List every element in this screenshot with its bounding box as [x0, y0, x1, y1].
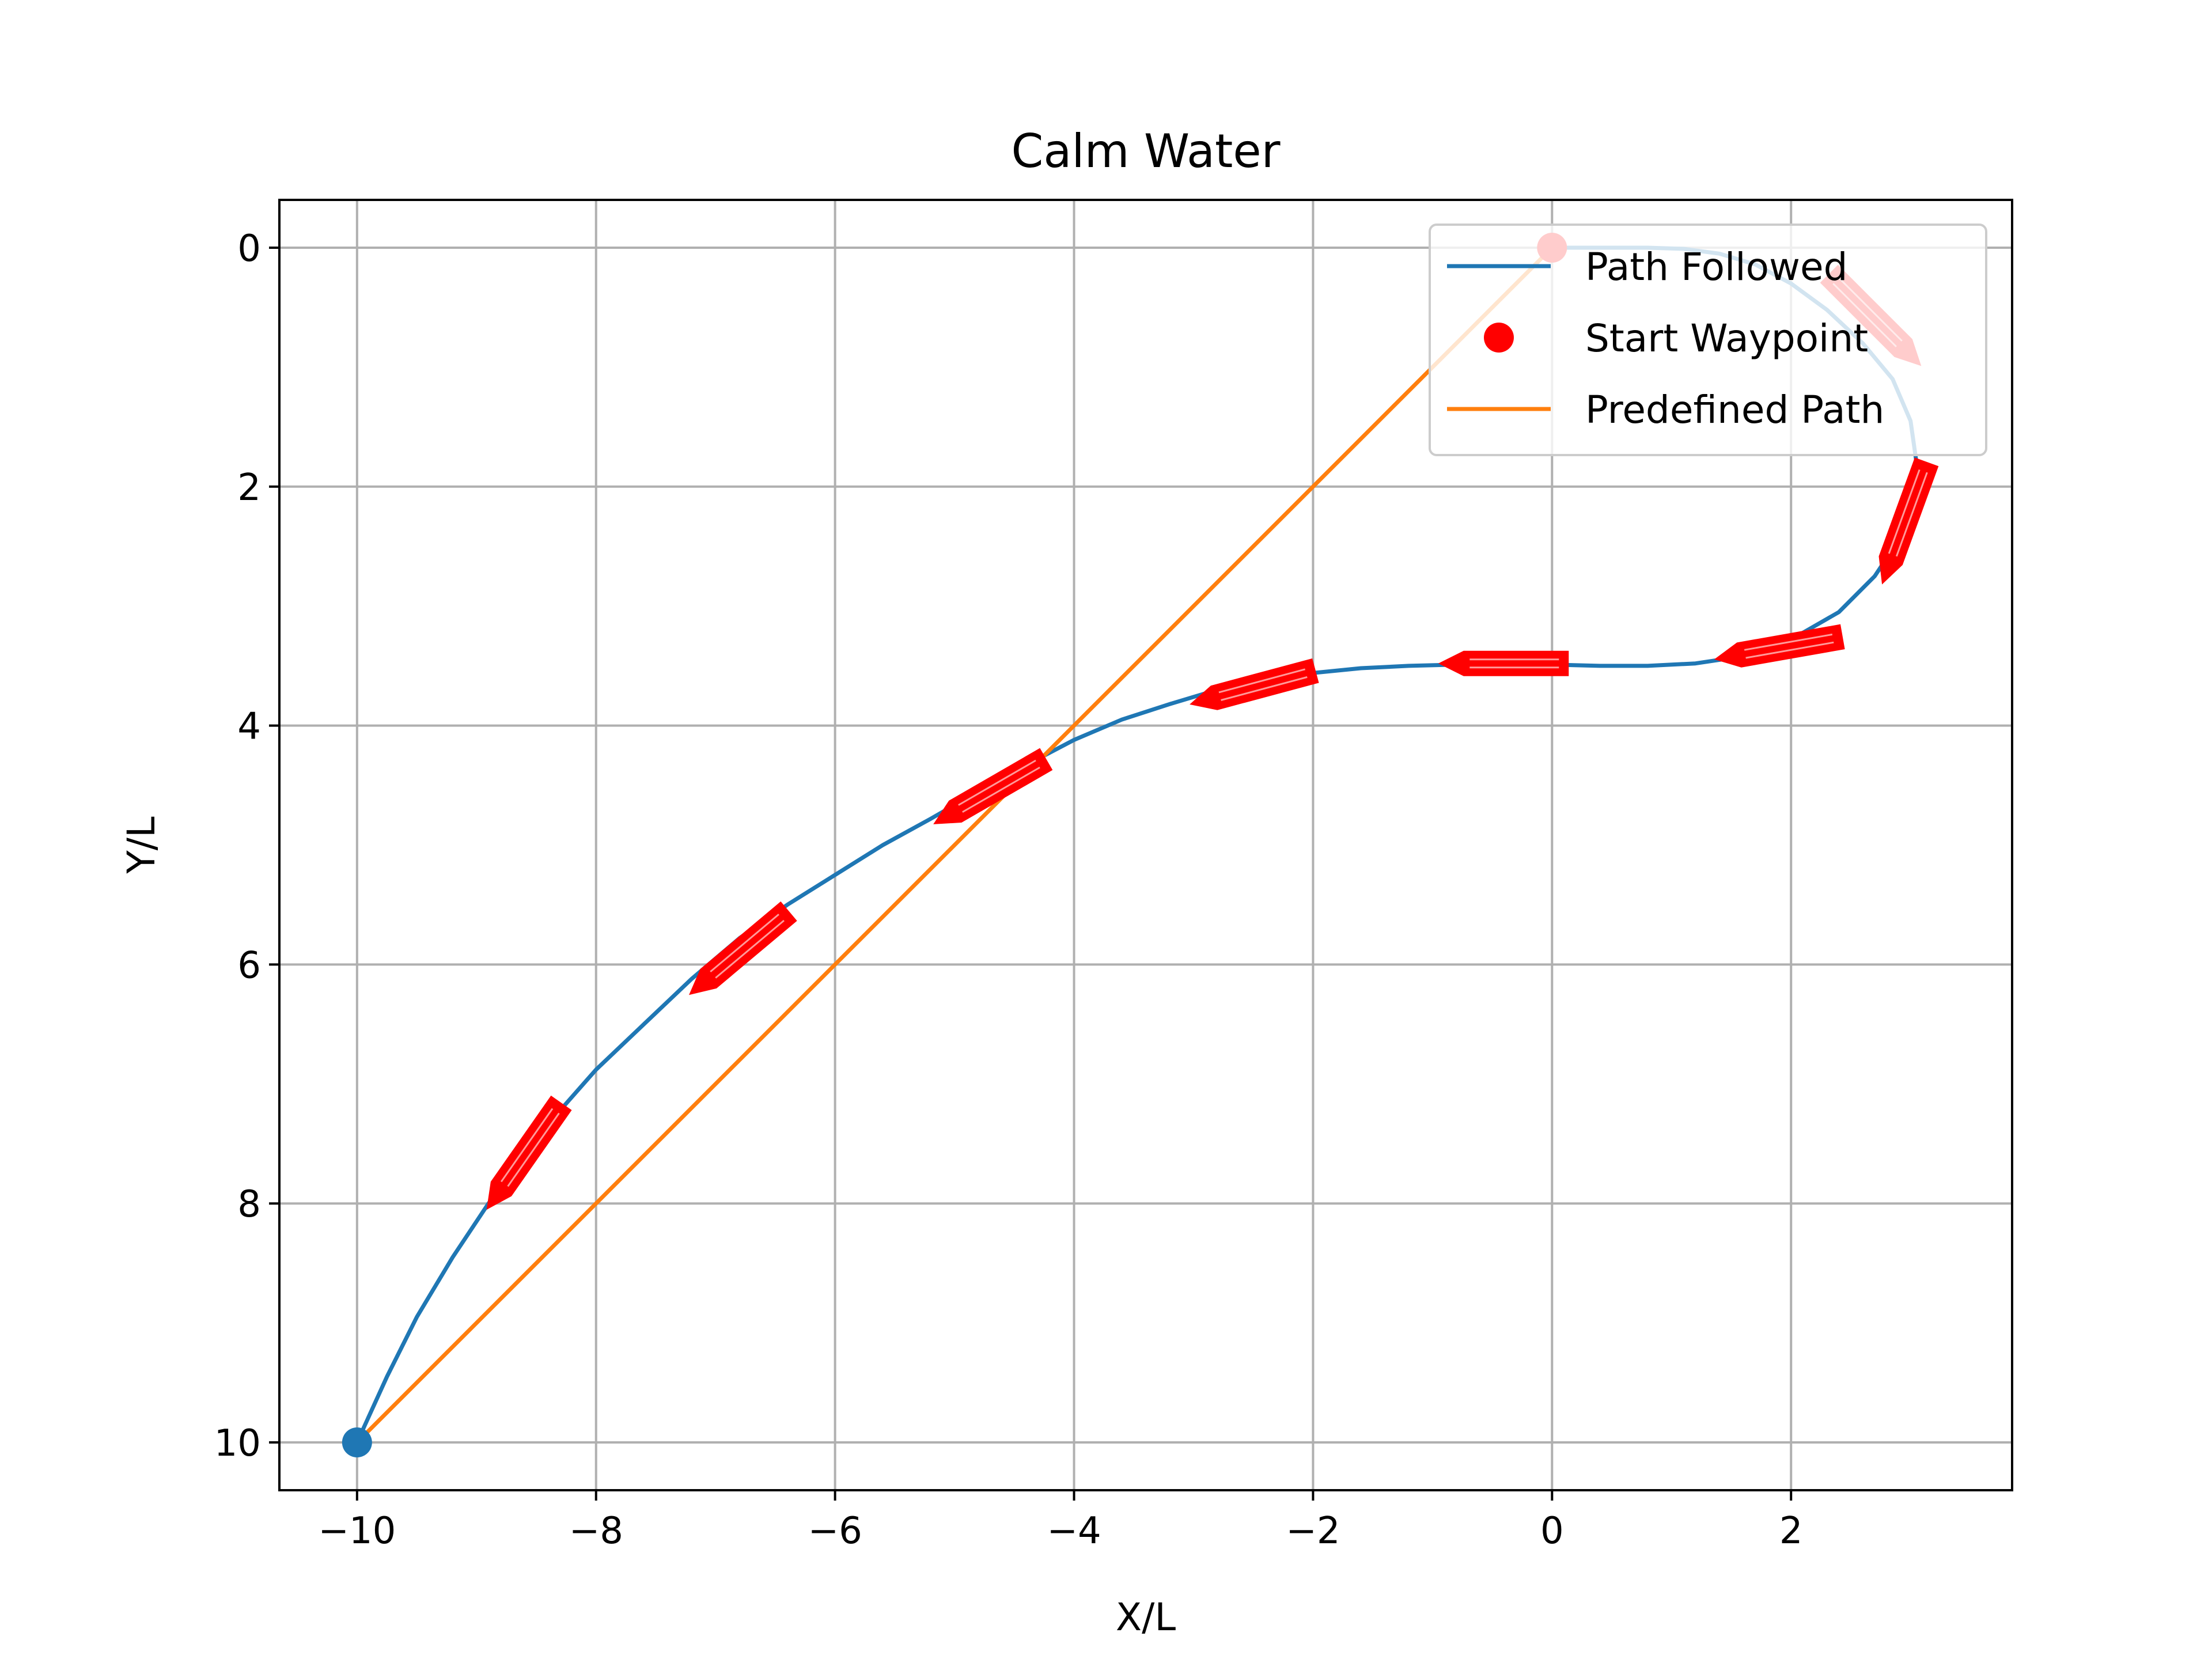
vessel-detail [1221, 676, 1308, 701]
legend: Path Followed Start Waypoint Predefined Pa… [1429, 224, 1987, 456]
x-tick-label: −2 [1286, 1510, 1340, 1552]
vessel-hull [1438, 650, 1569, 676]
x-tick-label: −4 [1047, 1510, 1101, 1552]
legend-entry-label: Path Followed [1585, 245, 1848, 289]
vessel-detail [1895, 472, 1928, 557]
axis-ticks: −10 −8 −6 −4 −2 0 2 0 2 4 6 8 10 [214, 228, 1803, 1552]
x-tick-label: −6 [808, 1510, 862, 1552]
legend-marker-swatch [1484, 323, 1514, 353]
x-tick-label: 0 [1540, 1510, 1564, 1552]
x-tick-label: −10 [318, 1510, 396, 1552]
legend-entry-label: Start Waypoint [1585, 316, 1868, 361]
vessel-detail [715, 919, 785, 979]
vessel-detail [1218, 668, 1306, 694]
grid [279, 200, 2012, 1490]
plot-frame [278, 199, 2013, 1491]
x-tick-label: 2 [1779, 1510, 1803, 1552]
vessel-detail [1744, 633, 1833, 651]
vessel-detail [710, 914, 779, 973]
vessel-detail [1888, 469, 1921, 554]
y-tick-label: 2 [237, 467, 261, 509]
y-tick-label: 6 [237, 944, 261, 987]
vessel-detail [962, 766, 1040, 813]
predefined-path-line [355, 245, 1554, 1445]
vessel-marker [1714, 624, 1845, 668]
y-tick-label: 0 [237, 228, 261, 270]
legend-box [1429, 224, 1987, 456]
y-tick-label: 8 [237, 1183, 261, 1226]
legend-entry-label: Predefined Path [1585, 388, 1884, 432]
vessel-marker [1190, 658, 1319, 710]
vessel-marker [933, 748, 1053, 824]
vessel-hull [1190, 658, 1319, 710]
y-tick-label: 10 [214, 1422, 261, 1465]
vessel-marker [486, 1095, 572, 1210]
vessel-detail [500, 1108, 554, 1183]
vessel-detail [1745, 641, 1834, 659]
vessel-detail [958, 759, 1036, 806]
vessel-hull [486, 1095, 572, 1210]
chart-title: Calm Water [1012, 124, 1281, 178]
y-tick-label: 4 [237, 706, 261, 748]
vessel-hull [689, 901, 797, 995]
y-axis-label: Y/L [119, 816, 164, 874]
vessel-marker [1878, 457, 1939, 585]
x-axis-label: X/L [1116, 1595, 1176, 1639]
vessel-detail [507, 1112, 560, 1187]
x-tick-label: −8 [569, 1510, 623, 1552]
vessel-hull [1714, 624, 1845, 668]
vessel-hull [1878, 457, 1939, 585]
vessel-marker [1438, 650, 1569, 676]
vessel-marker [689, 901, 797, 995]
path-end-marker [342, 1427, 372, 1458]
